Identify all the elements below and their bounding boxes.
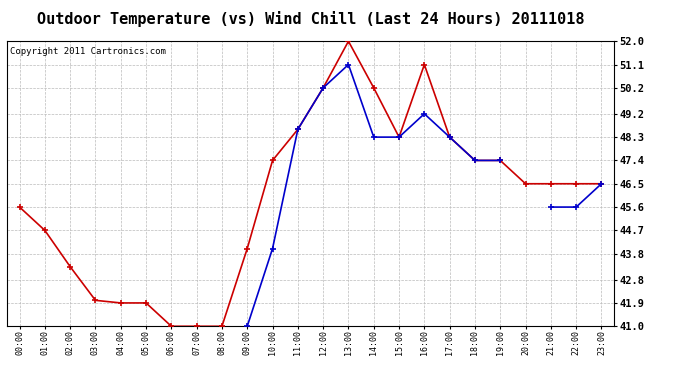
Text: Copyright 2011 Cartronics.com: Copyright 2011 Cartronics.com: [10, 47, 166, 56]
Text: Outdoor Temperature (vs) Wind Chill (Last 24 Hours) 20111018: Outdoor Temperature (vs) Wind Chill (Las…: [37, 11, 584, 27]
